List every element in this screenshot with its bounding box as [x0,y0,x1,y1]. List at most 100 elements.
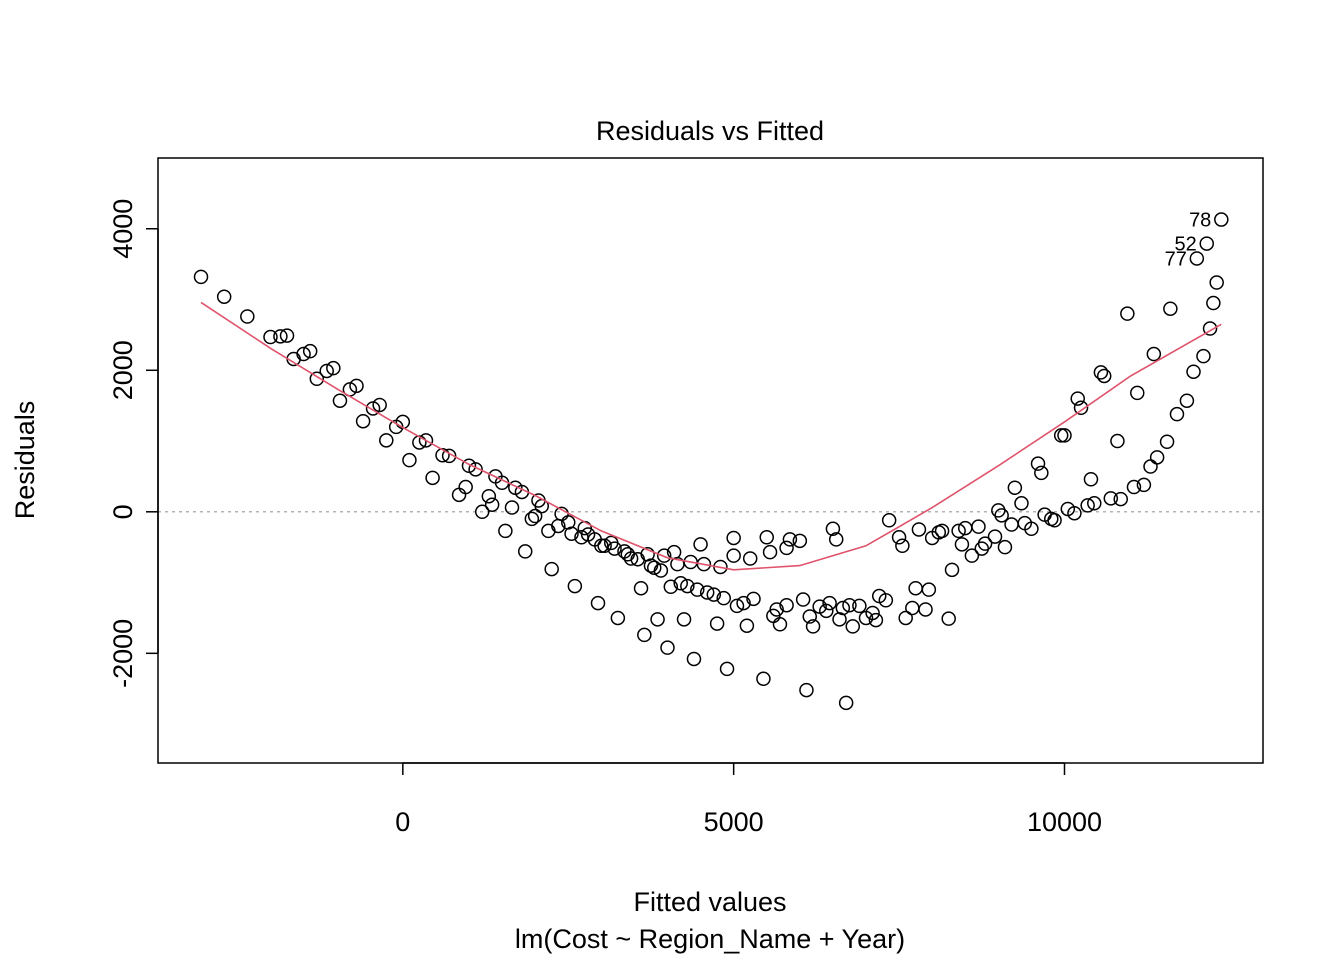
data-point [977,536,993,551]
data-point [1209,275,1224,290]
data-point [997,539,1013,555]
data-point [1093,365,1109,380]
data-point [355,413,371,429]
data-point [769,602,784,617]
x-tick-label: 5000 [704,807,764,837]
data-point [296,346,311,362]
data-point [418,433,434,448]
data-point [1007,480,1023,495]
data-point [792,533,808,549]
data-point [623,551,639,566]
y-axis-label: Residuals [10,401,40,520]
data-point [326,360,341,376]
data-point [216,289,232,304]
data-point [441,448,457,464]
data-point [881,513,897,528]
data-point [918,602,933,617]
data-point [349,378,364,394]
data-point [1047,513,1062,528]
point-label-52: 52 [1175,234,1197,256]
data-point [676,612,692,627]
data-point [498,523,513,539]
data-point [1149,450,1165,465]
data-point [726,530,741,546]
x-tick-label: 0 [395,807,410,837]
data-point [647,560,662,575]
data-point [822,595,837,611]
data-point [1202,321,1218,336]
y-axis: -2000 0 2000 4000 [108,199,159,688]
data-point [1189,251,1205,266]
data-point [1080,498,1095,513]
data-point [865,605,880,621]
data-point [1199,236,1215,251]
data-point [594,538,609,554]
data-point [944,562,960,578]
data-point [302,343,318,359]
data-point [941,611,956,626]
data-point [971,519,986,534]
data-point [673,576,688,591]
data-point [779,540,794,556]
data-point [1073,400,1089,416]
data-point [729,598,745,614]
data-point [309,371,325,387]
data-point [458,479,473,495]
data-point [637,627,652,643]
data-point [716,590,731,606]
data-point [527,508,543,524]
data-point [633,580,649,596]
data-point [690,582,705,597]
data-point [319,363,334,379]
data-point [1126,479,1142,495]
data-point [474,504,490,520]
data-point [987,529,1003,544]
data-point [706,587,722,602]
data-point [964,548,980,563]
data-point [696,556,712,572]
data-point [779,597,794,613]
data-point [838,695,854,711]
data-point [468,462,483,477]
data-point [656,548,672,563]
data-point [746,591,761,607]
point-label-77: 77 [1165,248,1187,270]
data-point [756,671,771,687]
data-point [1083,472,1099,487]
data-point [379,433,394,448]
data-point [1214,212,1229,227]
data-point [852,598,867,614]
data-point [868,612,884,628]
data-point [795,592,811,607]
data-point [425,470,440,486]
data-point [1087,496,1102,511]
point-label-78: 78 [1189,210,1211,232]
data-point [719,661,735,677]
data-point [1186,364,1201,379]
data-point [590,595,606,611]
data-point [263,329,278,345]
data-point [517,544,533,559]
data-point [842,597,857,613]
data-point [273,329,288,344]
data-point [802,609,818,624]
data-point [825,521,841,537]
data-point [1136,477,1152,493]
data-point [895,538,910,554]
data-point [597,538,612,554]
data-point [921,582,937,597]
data-point [653,563,669,578]
data-point [739,618,755,633]
data-point [1120,306,1135,321]
data-point [240,309,255,324]
data-point [660,640,675,655]
data-point [372,397,387,413]
data-point [1053,428,1069,443]
data-point [1096,368,1112,384]
data-point [954,537,970,552]
y-tick-label: 2000 [108,340,138,400]
data-point [680,578,695,594]
data-point [828,532,844,547]
data-point [1206,295,1221,311]
